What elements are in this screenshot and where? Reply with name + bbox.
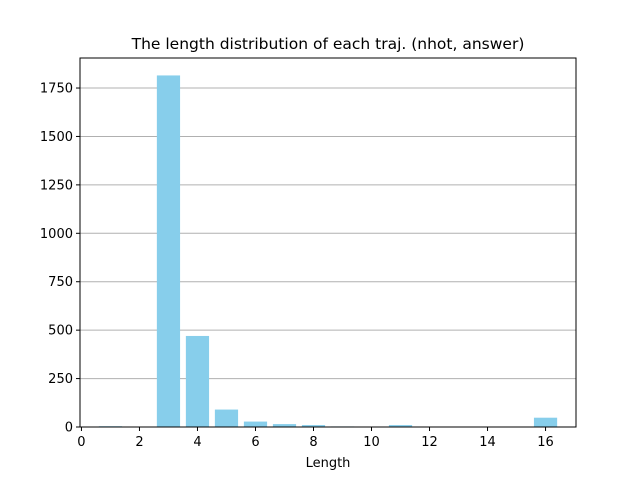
x-axis-label: Length [306, 456, 351, 471]
bar-length-16 [533, 417, 558, 427]
bar-length-6 [243, 421, 268, 427]
grid-lines [80, 87, 576, 380]
x-tick-label: 12 [421, 435, 438, 450]
y-tick-label: 0 [65, 421, 73, 436]
y-tick-label: 750 [48, 275, 73, 290]
x-tick-label: 8 [309, 435, 317, 450]
x-tick-label: 10 [363, 435, 380, 450]
bar-length-8 [301, 425, 326, 427]
y-tick-label: 1250 [40, 178, 73, 193]
bar-length-3 [156, 75, 181, 427]
x-tick-label: 2 [135, 435, 143, 450]
bar-length-5 [214, 409, 239, 427]
bar-length-7 [272, 424, 297, 427]
x-tick-label: 16 [537, 435, 554, 450]
y-tick-label: 1750 [40, 82, 73, 97]
x-tick-label: 14 [479, 435, 496, 450]
x-tick-label: 4 [193, 435, 201, 450]
y-tick-label: 1500 [40, 130, 73, 145]
bar-length-4 [185, 335, 210, 427]
y-tick-label: 250 [48, 372, 73, 387]
x-tick-label: 0 [77, 435, 85, 450]
x-axis-ticks: 0 2 4 6 8 10 12 14 16 [77, 427, 554, 450]
y-tick-label: 500 [48, 324, 73, 339]
plot-frame [79, 57, 577, 428]
x-tick-label: 6 [251, 435, 259, 450]
bars [98, 75, 558, 427]
y-tick-label: 1000 [40, 227, 73, 242]
chart-title: The length distribution of each traj. (n… [131, 35, 525, 53]
bar-length-11 [388, 425, 413, 427]
y-axis-ticks: 0 250 500 750 1000 1250 1500 1750 [40, 82, 80, 436]
